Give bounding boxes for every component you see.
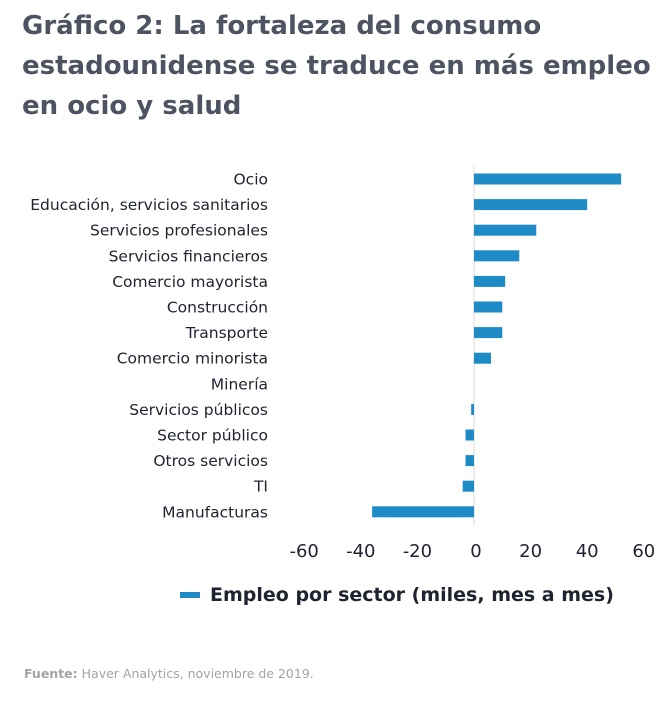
bar (471, 403, 474, 415)
x-axis-ticks: -60 -40 -20 0 20 40 60 (289, 541, 655, 562)
category-label: Sector público (157, 427, 268, 445)
bar (372, 506, 474, 518)
x-tick-label: 0 (470, 541, 481, 562)
bar (474, 173, 622, 185)
category-label: Manufacturas (162, 503, 268, 521)
x-tick-label: 40 (576, 541, 599, 562)
bar (474, 327, 503, 339)
category-label: Comercio minorista (117, 350, 268, 368)
category-label: Construcción (167, 299, 268, 317)
category-label: Transporte (185, 324, 268, 342)
source-prefix: Fuente: (24, 666, 78, 681)
category-labels: Ocio Educación, servicios sanitarios Servi… (30, 171, 268, 522)
category-label: TI (253, 478, 268, 496)
bar (474, 224, 537, 236)
bar (474, 301, 503, 313)
category-label: Otros servicios (153, 452, 268, 470)
bar (474, 250, 520, 262)
category-label: Servicios profesionales (90, 222, 268, 240)
source-text: Haver Analytics, noviembre de 2019. (77, 666, 314, 681)
bars (372, 173, 622, 518)
x-tick-label: 60 (632, 541, 655, 562)
category-label: Minería (211, 375, 268, 393)
category-label: Servicios financieros (109, 247, 268, 265)
bar (462, 480, 474, 492)
x-tick-label: -60 (289, 541, 318, 562)
category-label: Servicios públicos (129, 401, 268, 419)
source-note: Fuente: Haver Analytics, noviembre de 20… (24, 666, 314, 681)
legend-swatch-icon (180, 592, 200, 598)
legend: Empleo por sector (miles, mes a mes) (180, 584, 614, 606)
x-tick-label: 20 (519, 541, 542, 562)
bar (465, 429, 474, 441)
category-label: Comercio mayorista (112, 273, 268, 291)
legend-label: Empleo por sector (miles, mes a mes) (210, 584, 614, 606)
bar (474, 199, 588, 211)
bar (465, 455, 474, 467)
x-tick-label: -40 (346, 541, 375, 562)
x-tick-label: -20 (403, 541, 432, 562)
category-label: Ocio (233, 171, 268, 189)
bar (474, 275, 506, 287)
chart-title: Gráfico 2: La fortaleza del consumo esta… (22, 11, 651, 121)
category-label: Educación, servicios sanitarios (30, 196, 268, 214)
bar (474, 352, 491, 364)
